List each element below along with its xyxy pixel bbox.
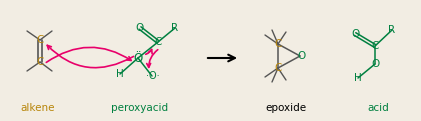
- Text: R: R: [171, 23, 179, 33]
- Text: peroxyacid: peroxyacid: [112, 103, 168, 113]
- Text: H: H: [116, 69, 124, 79]
- FancyArrowPatch shape: [146, 49, 152, 54]
- Text: C: C: [274, 39, 282, 49]
- Text: O: O: [297, 51, 305, 61]
- Text: C: C: [36, 57, 44, 67]
- Text: O: O: [136, 23, 144, 33]
- Text: C: C: [155, 37, 162, 47]
- Text: acid: acid: [367, 103, 389, 113]
- FancyArrowPatch shape: [47, 45, 133, 68]
- Text: C: C: [36, 35, 44, 45]
- Text: C: C: [274, 63, 282, 73]
- Text: C: C: [371, 41, 378, 51]
- Text: O: O: [371, 59, 379, 69]
- Text: Ö: Ö: [133, 52, 143, 64]
- Text: R: R: [389, 25, 396, 35]
- FancyArrowPatch shape: [147, 50, 158, 67]
- Text: H: H: [354, 73, 362, 83]
- Text: ·O·: ·O·: [146, 71, 160, 81]
- Text: alkene: alkene: [21, 103, 55, 113]
- FancyArrowPatch shape: [46, 47, 131, 62]
- Text: epoxide: epoxide: [265, 103, 306, 113]
- Text: O: O: [351, 29, 359, 39]
